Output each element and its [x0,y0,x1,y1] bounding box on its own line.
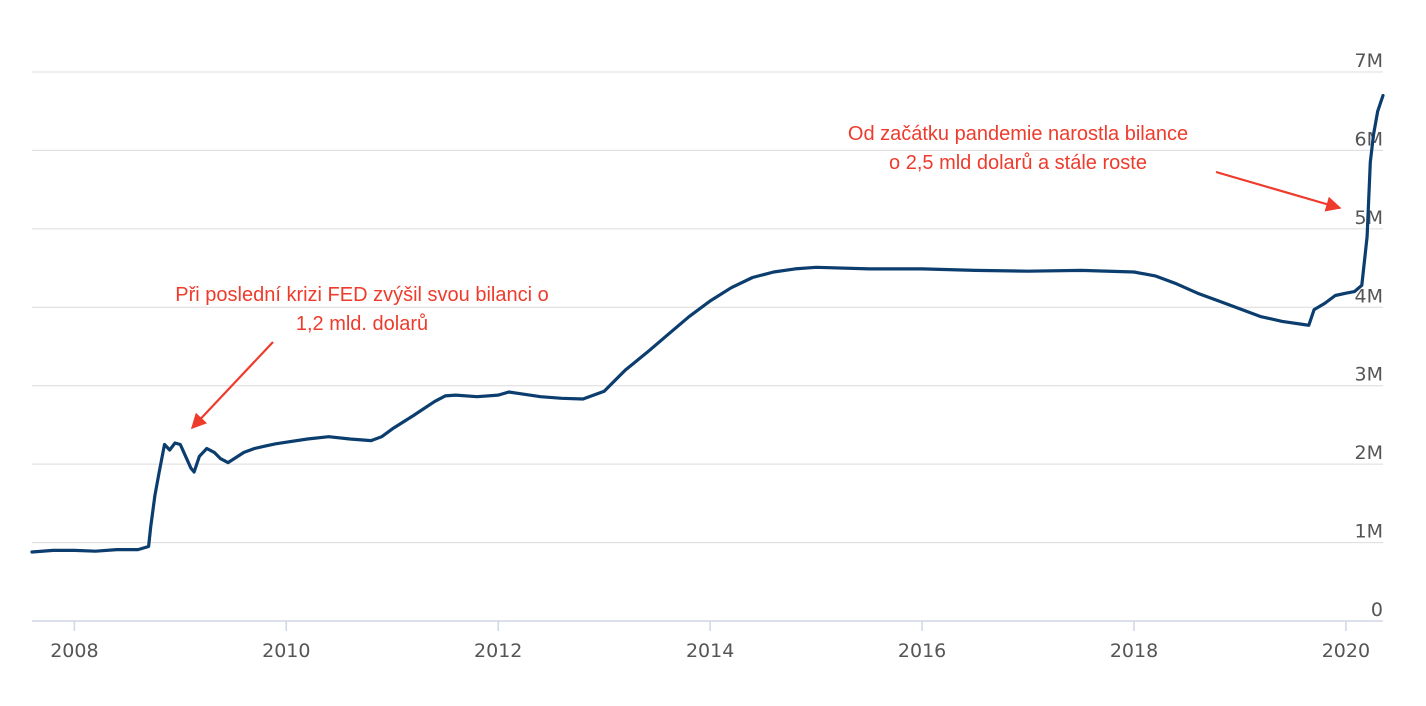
annotation-crisis-2008: Při poslední krizi FED zvýšil svou bilan… [175,284,549,430]
y-tick-label: 4M [1355,285,1383,307]
x-tick-label: 2020 [1322,640,1370,662]
annotation-crisis-line-1: Při poslední krizi FED zvýšil svou bilan… [175,284,548,306]
y-tick-label: 1M [1355,521,1383,543]
x-tick-label: 2008 [50,640,98,662]
x-tick-label: 2012 [474,640,522,662]
y-tick-label: 3M [1355,364,1383,386]
x-tick-label: 2014 [686,640,734,662]
annotation-crisis-arrow [190,341,274,430]
gridlines [32,71,1383,544]
series-line-0 [30,93,1385,554]
annotation-pandemic-line-2: o 2,5 mld dolarů a stále roste [889,152,1147,174]
x-tick-label: 2018 [1110,640,1158,662]
y-tick-label: 7M [1355,50,1383,72]
y-tick-label: 2M [1355,442,1383,464]
x-tick-label: 2016 [898,640,946,662]
x-tick-label: 2010 [262,640,310,662]
annotation-crisis-line-2: 1,2 mld. dolarů [296,313,428,335]
annotation-pandemic-arrow [1215,170,1342,212]
series-group [30,93,1385,554]
annotation-pandemic-line-1: Od začátku pandemie narostla bilance [848,123,1188,145]
x-axis: 2008 2010 2012 2014 2016 2018 2020 [32,620,1383,662]
annotation-pandemic-2020: Od začátku pandemie narostla bilance o 2… [848,123,1342,212]
y-tick-label: 6M [1355,128,1383,150]
y-tick-label: 0 [1371,599,1383,621]
